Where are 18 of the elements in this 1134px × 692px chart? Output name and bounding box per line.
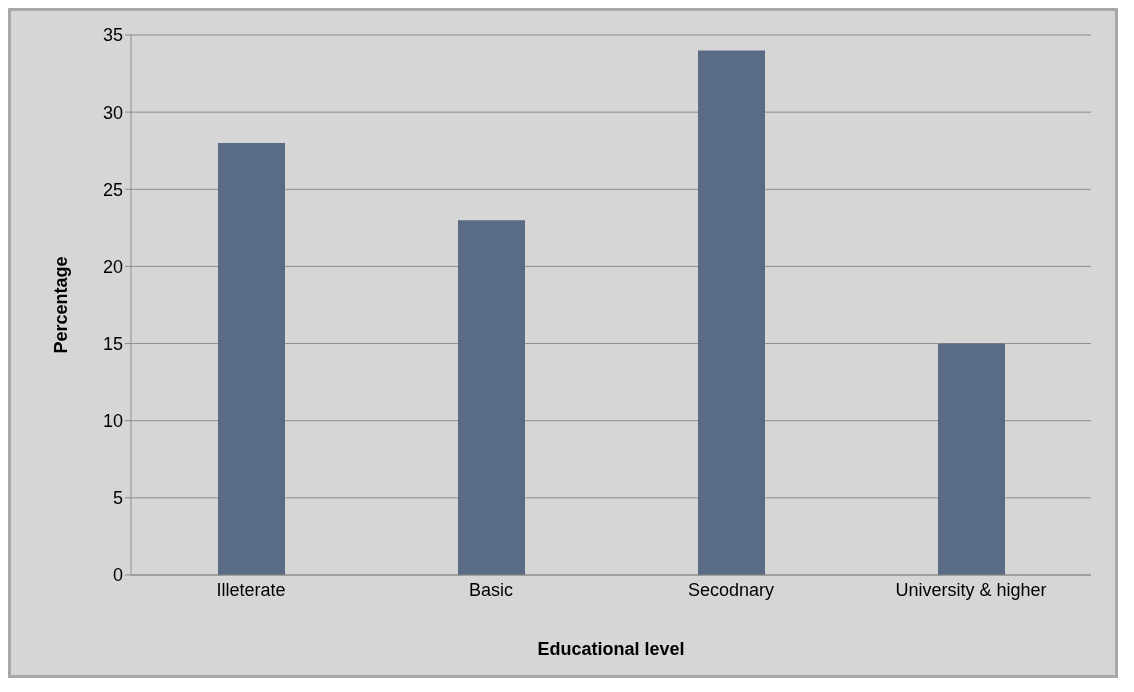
y-tick-label: 5 [112,488,123,509]
x-tick-label: Basic [468,579,514,600]
y-tick-label: 15 [102,333,123,354]
y-tick-label: 10 [102,411,123,432]
bar [698,50,765,575]
bar [218,143,285,575]
y-tick-label: 25 [102,179,123,200]
y-tick-label: 30 [102,102,123,123]
y-tick-label: 35 [102,25,123,46]
x-tick-label: Illeterate [216,579,286,600]
y-tick-label: 20 [102,256,123,277]
bar [458,220,525,575]
x-axis-title: Educational level [537,639,685,659]
x-tick-label: Secodnary [687,579,775,600]
y-axis-title: Percentage [51,256,72,354]
y-tick-label: 0 [112,565,123,586]
bar [938,343,1005,575]
x-tick-label: University & higher [895,579,1047,600]
